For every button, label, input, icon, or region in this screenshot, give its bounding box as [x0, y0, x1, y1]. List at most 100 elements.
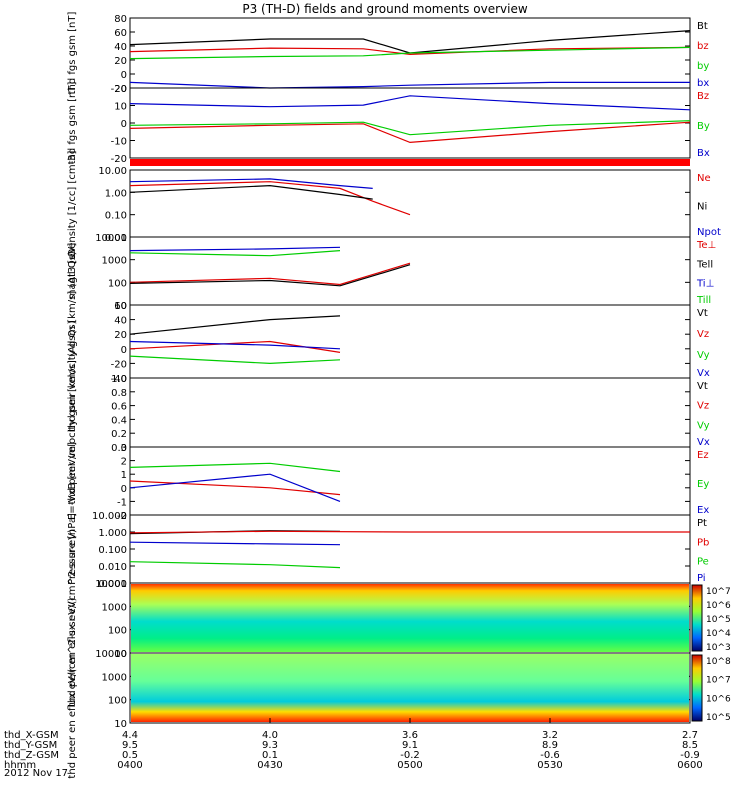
- ytick-label: 0.0: [111, 443, 127, 454]
- xaxis-value: 0530: [537, 760, 562, 771]
- panel-7: Pressure [nPa] 10.000 1.000 0.100 0.010 0.001…: [67, 511, 709, 590]
- series-line-bx: [129, 81, 690, 89]
- ytick-label: 1000: [102, 672, 127, 683]
- panel-2: Density [1/cc] [cm-3] 10.00 1.00 0.10 0.01 Ne…: [67, 150, 721, 256]
- ytick-label: 0: [121, 345, 127, 356]
- ytick-label: 10: [114, 719, 127, 730]
- xaxis-value: 4.4: [122, 730, 138, 741]
- xaxis-row-label: thd_X-GSM: [4, 730, 59, 741]
- ytick-label: 10000: [95, 649, 127, 660]
- ytick-label: 10: [114, 301, 127, 312]
- legend-entry: Te⊥: [696, 240, 716, 251]
- ytick-label: 40: [114, 42, 127, 53]
- colorbar-label: 10^7: [706, 676, 731, 686]
- xaxis-value: 2.7: [682, 730, 698, 741]
- series-line-Bz: [129, 121, 691, 144]
- panel-1: thd fgs gsm [nT] 20 10 0 -10 -20 Bz By Bx: [67, 82, 710, 165]
- colorbar-label: 10^5: [706, 713, 731, 723]
- x-axis-labels: thd_X-GSM 4.4 4.0 3.6 3.2 2.7 thd_Y-GSM 9.5 9.3 9…: [4, 718, 703, 779]
- series-line-Ey: [129, 462, 341, 473]
- ytick-label: 10: [114, 649, 127, 660]
- panel-6: E=-VxB [mV/m] 3 2 1 0 -1 -2 Ez Ey Ex: [67, 442, 709, 522]
- xaxis-value: 0.5: [122, 750, 138, 761]
- xaxis-value: 0600: [677, 760, 702, 771]
- series-line-Ni: [129, 184, 373, 200]
- xaxis-value: -0.2: [400, 750, 420, 761]
- ytick-label: 3: [121, 443, 127, 454]
- legend-entry: Ey: [697, 479, 709, 490]
- xaxis-value: 8.5: [682, 740, 698, 751]
- colorbar: [691, 654, 703, 722]
- ytick-label: 10: [114, 102, 127, 113]
- legend-entry: Bx: [697, 148, 710, 159]
- plot-title: P3 (TH-D) fields and ground moments over…: [242, 2, 527, 16]
- legend-entry: Ni: [697, 202, 707, 213]
- ytick-label: 0: [121, 70, 127, 81]
- ytick-label: 80: [114, 14, 127, 25]
- legend-entry: Vx: [697, 368, 710, 379]
- series-line-Ez: [129, 480, 341, 496]
- panel-ylabel: thd fgs gsm [nT]: [67, 82, 78, 165]
- colorbar-label: 10^7: [706, 587, 731, 597]
- xaxis-value: -0.6: [540, 750, 560, 761]
- series-line-Tell: [129, 264, 411, 287]
- ytick-label: 10.00: [98, 166, 127, 177]
- ytick-label: -20: [111, 359, 127, 370]
- ytick-label: 0.6: [111, 402, 127, 413]
- spectrogram-area: [131, 584, 689, 652]
- ytick-label: -1: [117, 497, 127, 508]
- legend-entry: Ne: [697, 173, 711, 184]
- legend-entry: Bz: [697, 91, 709, 102]
- legend-entry: Vy: [697, 350, 710, 361]
- legend-entry: Vy: [697, 420, 710, 431]
- legend-entry: Vt: [697, 308, 708, 319]
- xaxis-value: 4.0: [262, 730, 278, 741]
- ytick-label: -40: [111, 374, 127, 385]
- ytick-label: -10: [111, 137, 127, 148]
- xaxis-value: 9.3: [262, 740, 278, 751]
- legend-entry: Pi: [697, 573, 706, 584]
- ytick-label: 0.10: [105, 211, 127, 222]
- panel-ylabel: thd peer en eflux eV/(cm^2-s-sr-eV): [67, 597, 78, 778]
- colorbar-label: 10^8: [706, 657, 731, 667]
- xaxis-value: 0500: [397, 760, 422, 771]
- ytick-label: 1.00: [105, 188, 127, 199]
- series-line-Te⊥: [129, 262, 411, 286]
- series-line-Pe: [129, 561, 341, 569]
- colorbar-label: 10^3: [706, 643, 731, 653]
- series-line-by: [129, 46, 691, 60]
- ytick-label: -20: [111, 154, 127, 165]
- xaxis-value: 3.2: [542, 730, 558, 741]
- panel-ylabel: thd fgs gsm [nT]: [67, 12, 78, 95]
- panel-ylabel: thd peir en eflux eV/(cm^2-s-sr-eV): [67, 529, 78, 707]
- series-line-Npot: [129, 178, 373, 189]
- series-line-Vz: [129, 340, 341, 353]
- ytick-label: 0.010: [98, 562, 127, 573]
- series-line-Vy: [129, 355, 341, 365]
- series-line-Ti⊥: [129, 246, 341, 252]
- xaxis-row-label: thd_Y-GSM: [4, 740, 57, 751]
- xaxis-value: 0400: [117, 760, 142, 771]
- ytick-label: 60: [114, 28, 127, 39]
- series-line-Vx: [129, 340, 341, 350]
- ytick-label: -20: [111, 84, 127, 95]
- ytick-label: 0.01: [105, 233, 127, 244]
- series-line-Bt: [129, 30, 691, 54]
- panel-0: thd fgs gsm [nT] 80 60 40 20 0 -20 Bt bz by bx: [67, 12, 709, 95]
- colorbar-label: 10^5: [706, 615, 731, 625]
- ytick-label: 100: [108, 626, 127, 637]
- ytick-label: 0.8: [111, 388, 127, 399]
- panel-frame: [129, 236, 691, 306]
- ytick-label: 10000: [95, 579, 127, 590]
- legend-entry: bx: [697, 78, 709, 89]
- legend-entry: Till: [696, 295, 711, 306]
- ytick-label: 0.100: [98, 545, 127, 556]
- series-line-Ne: [129, 181, 411, 216]
- series-line-bz: [129, 46, 691, 56]
- legend-entry: Ez: [697, 450, 709, 461]
- legend-entry: bz: [697, 41, 709, 52]
- panel-5: thd peer velocity gsm [km/s] (All Qs) 1.0…: [67, 320, 710, 504]
- xaxis-value: -0.9: [680, 750, 700, 761]
- ytick-label: 20: [114, 84, 127, 95]
